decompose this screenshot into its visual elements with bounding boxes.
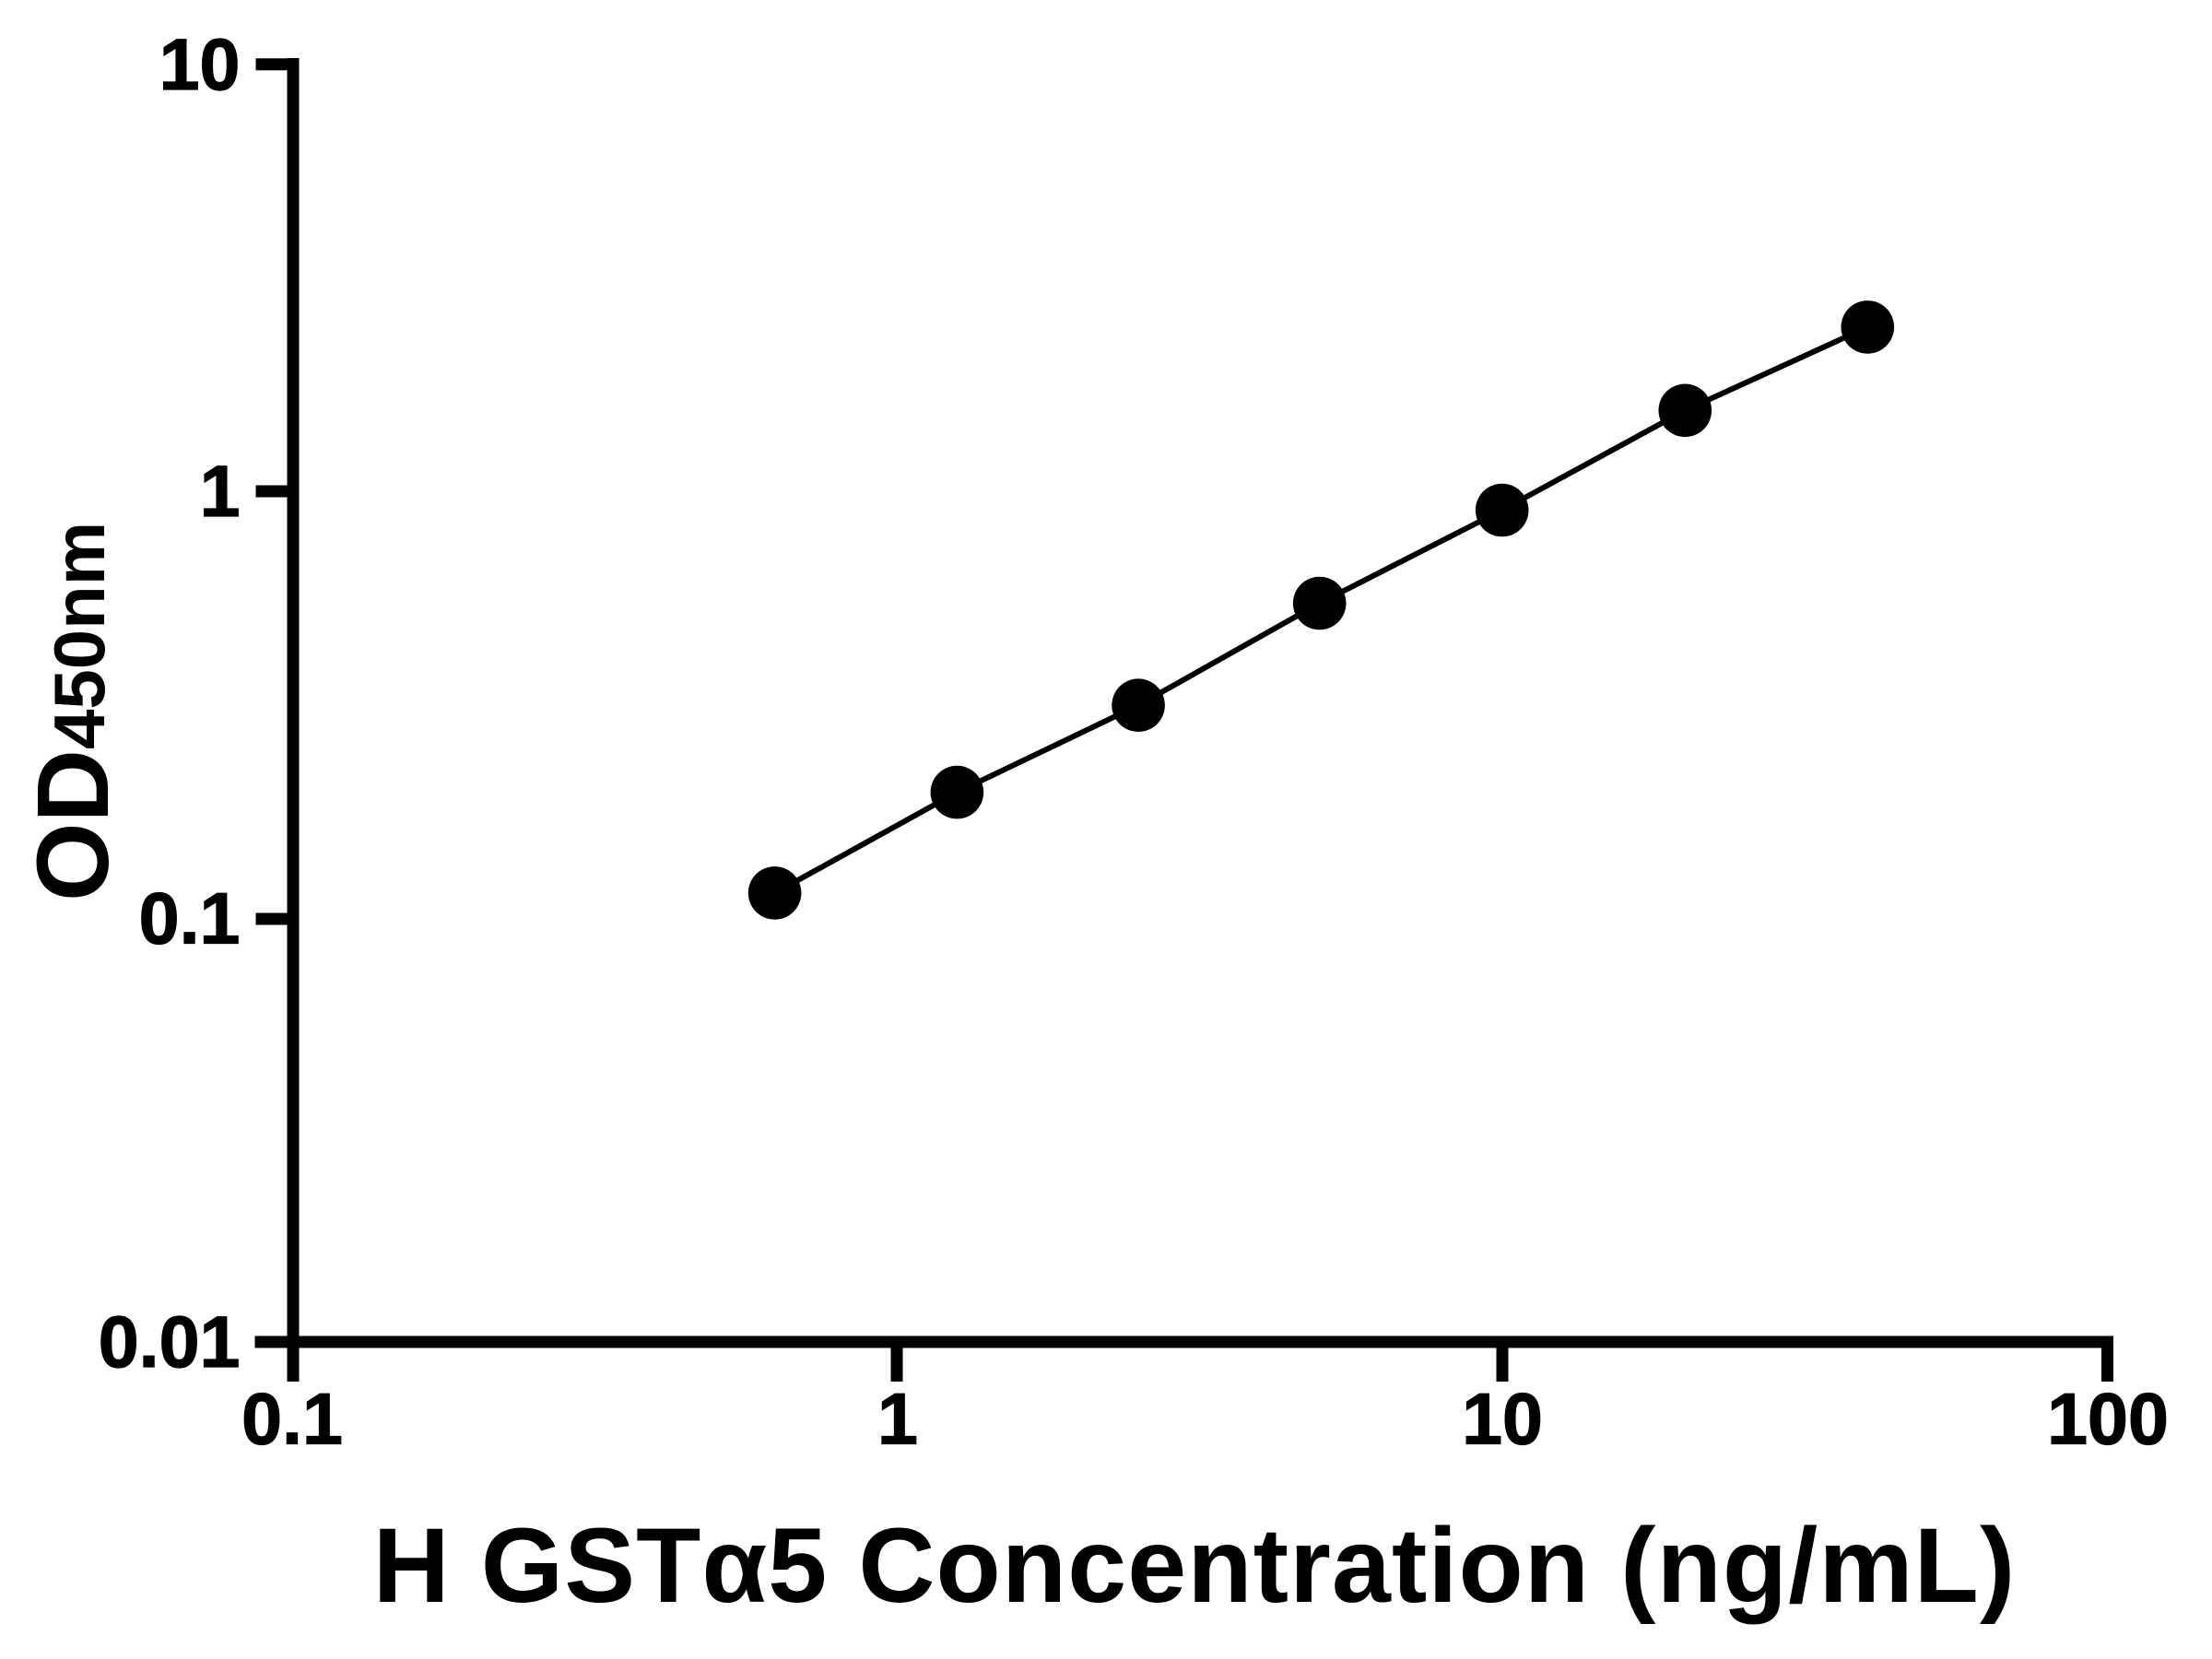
- svg-text:1: 1: [200, 450, 241, 532]
- svg-text:0.1: 0.1: [241, 1378, 343, 1460]
- svg-text:0.01: 0.01: [99, 1300, 241, 1382]
- svg-text:10: 10: [1462, 1378, 1543, 1460]
- svg-text:OD450nm: OD450nm: [17, 522, 130, 901]
- svg-text:10: 10: [159, 23, 241, 105]
- svg-text:1: 1: [877, 1378, 918, 1460]
- svg-text:H GSTα5 Concentration (ng/mL): H GSTα5 Concentration (ng/mL): [373, 1507, 2017, 1625]
- svg-text:0.1: 0.1: [139, 877, 241, 959]
- svg-text:100: 100: [2047, 1378, 2169, 1460]
